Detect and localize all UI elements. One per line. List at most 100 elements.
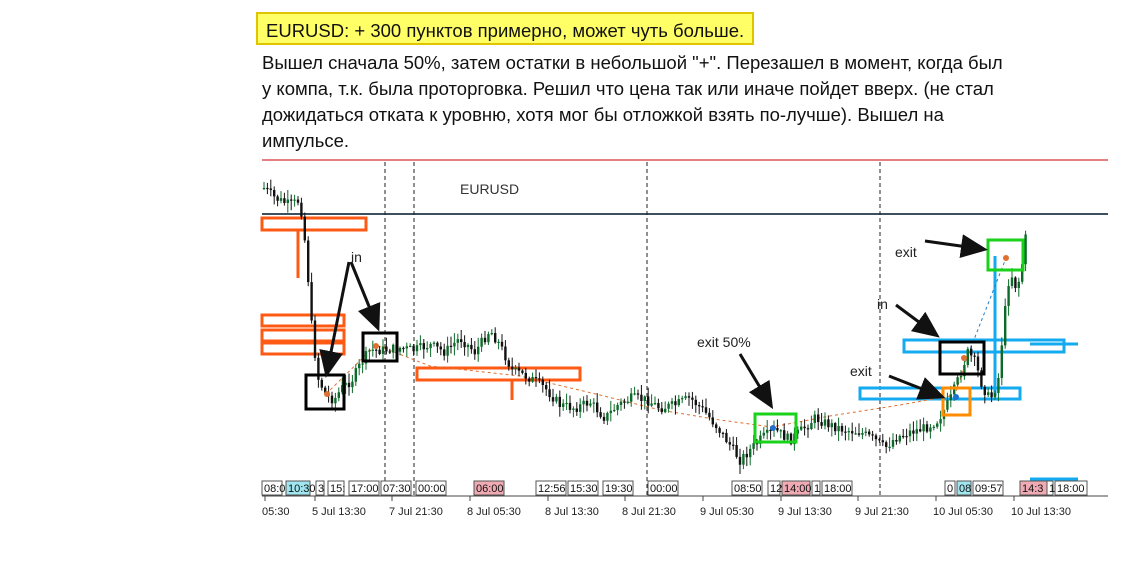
candle-body	[973, 355, 976, 357]
orange-zone	[415, 366, 582, 382]
candle-body	[582, 400, 585, 405]
candle-body	[885, 442, 888, 447]
session-label-box	[781, 480, 811, 496]
candle-body	[677, 399, 680, 406]
candle-body	[619, 401, 623, 405]
candle-body	[837, 426, 840, 432]
candle-body	[347, 382, 351, 388]
headline-highlight: EURUSD: + 300 пунктов примерно, может чу…	[256, 12, 755, 45]
commentary-line-2: у компа, т.к. была проторговка. Решил чт…	[262, 78, 994, 99]
candle-body	[483, 337, 487, 343]
candle-body	[745, 453, 748, 458]
candle-body	[473, 349, 476, 355]
candle-body	[456, 339, 459, 343]
exit-box	[941, 386, 972, 417]
candle-body	[296, 199, 300, 203]
candle-body	[368, 350, 371, 352]
candle-body	[436, 342, 439, 347]
partial-exit-box	[753, 412, 798, 444]
orange-zone	[260, 328, 346, 343]
candle-body	[878, 439, 881, 441]
candle-body	[429, 343, 432, 349]
candle-body	[987, 392, 990, 395]
candle-body	[344, 382, 347, 386]
x-tick-label: 7 Jul 21:30	[389, 506, 443, 518]
candle-body	[514, 367, 517, 370]
session-label-box	[1054, 480, 1088, 496]
session-label-text: 18:00	[1057, 483, 1085, 495]
candle-body	[466, 344, 470, 348]
x-tick-label: 8 Jul 13:30	[545, 506, 599, 518]
session-label: 1	[1046, 480, 1055, 496]
candle-body	[820, 422, 823, 426]
session-label-text: 18:00	[824, 483, 852, 495]
candle-body	[330, 395, 334, 404]
candle-body	[1010, 277, 1014, 286]
session-label-text: 09:57	[975, 483, 1003, 495]
candle-body	[704, 407, 708, 413]
candle-body	[626, 401, 629, 403]
candle-body	[735, 445, 738, 457]
candle-body	[409, 345, 412, 347]
candle-body	[864, 431, 867, 433]
symbol-label: EURUSD	[460, 181, 519, 197]
arrow	[924, 234, 988, 258]
orange-zones	[260, 216, 582, 400]
candle-body	[558, 396, 561, 407]
orange-zone	[260, 313, 346, 328]
candle-body	[840, 426, 844, 432]
candle-body	[392, 344, 395, 353]
x-tick-label: 9 Jul 05:30	[700, 506, 754, 518]
candle-body	[1024, 234, 1027, 265]
candle-body	[599, 412, 602, 417]
candle-body	[966, 348, 969, 365]
candle-body	[592, 402, 595, 404]
commentary-line-4: импульсе.	[262, 130, 350, 151]
arrow	[319, 261, 351, 378]
entry-box	[361, 331, 399, 363]
candle-body	[718, 428, 721, 433]
candle-body	[337, 392, 340, 398]
x-axis-ticks: 05:30 5 Jul 13:30 7 Jul 21:30 8 Jul 05:30 8 …	[262, 496, 1071, 518]
annotation-exit: exit	[850, 363, 872, 379]
session-label-text: 06:00	[476, 483, 504, 495]
candle-body	[269, 188, 272, 190]
candle-body	[426, 348, 429, 350]
candle-body	[956, 377, 959, 385]
candle-body	[412, 345, 415, 352]
candle-body	[738, 456, 742, 465]
candle-body	[613, 409, 616, 412]
candle-body	[358, 363, 361, 369]
candle-body	[694, 399, 697, 406]
candle-body	[905, 436, 908, 438]
candle-body	[970, 348, 973, 356]
candle-body	[749, 448, 752, 458]
candle-body	[660, 408, 663, 413]
candle-body	[643, 396, 646, 401]
session-label-text: 14:00	[784, 483, 812, 495]
session-label-text: 3	[318, 483, 324, 495]
candle-body	[545, 385, 548, 390]
candle-body	[477, 346, 480, 355]
candle-body	[800, 426, 803, 430]
candle-body	[857, 433, 861, 435]
candle-body	[487, 334, 490, 343]
candle-body	[752, 443, 755, 449]
arrow	[349, 261, 381, 332]
session-label-text: 12:56	[538, 483, 566, 495]
candle-body	[494, 333, 497, 343]
candle-body	[871, 434, 874, 436]
trade-path	[325, 344, 967, 428]
candle-body	[881, 440, 884, 443]
candle-body	[922, 424, 925, 432]
annotations: in exit 50% exit in exit	[351, 244, 917, 379]
candle-body	[640, 394, 643, 401]
candle-body	[793, 433, 796, 445]
session-label: 1	[811, 480, 821, 496]
candle-body	[262, 187, 266, 190]
session-label: 3	[315, 480, 325, 496]
candle-body	[313, 320, 317, 358]
day-separators	[384, 162, 881, 496]
candle-body	[568, 402, 572, 410]
session-label: 15:	[327, 480, 345, 496]
